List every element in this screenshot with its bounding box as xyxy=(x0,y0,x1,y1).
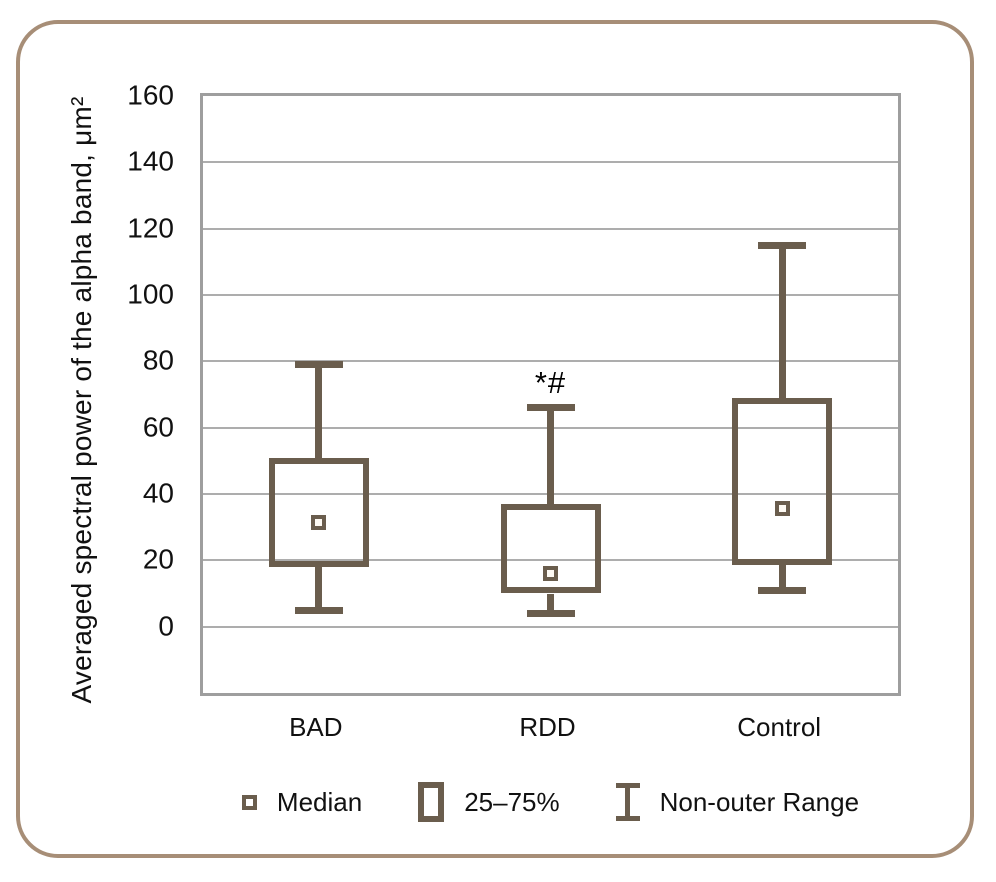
gridline xyxy=(203,161,898,164)
gridline xyxy=(203,625,898,628)
iqr-box-symbol xyxy=(418,782,445,822)
legend: Median 25–75% Non-outer Range xyxy=(150,777,951,827)
whisker-upper-line xyxy=(547,407,554,504)
box-iqr xyxy=(268,457,369,567)
y-tick-label: 20 xyxy=(142,543,174,575)
y-tick-label: 160 xyxy=(127,79,174,111)
whisker-bottom-cap-icon xyxy=(615,816,640,821)
x-axis-labels: BAD RDD Control xyxy=(200,712,901,748)
x-category-label: Control xyxy=(737,712,822,742)
gridline xyxy=(203,559,898,562)
y-tick-label: 140 xyxy=(127,145,174,177)
y-tick-label: 120 xyxy=(127,212,174,244)
y-tick-label: 100 xyxy=(127,278,174,310)
legend-label-median: Median xyxy=(276,786,363,817)
legend-label-range: Non-outer Range xyxy=(659,786,860,817)
gridline xyxy=(203,227,898,230)
whisker-lower-line xyxy=(547,593,554,614)
legend-item-iqr: 25–75% xyxy=(418,782,560,822)
whisker-lower-line xyxy=(315,566,323,611)
whisker-upper-cap xyxy=(294,361,343,369)
y-tick-label: 80 xyxy=(142,344,174,376)
y-axis-tick-labels: 0 20 40 60 80 100 120 140 160 xyxy=(0,81,186,696)
median-square-symbol xyxy=(241,794,257,810)
y-tick-label: 60 xyxy=(142,411,174,443)
median-marker xyxy=(543,566,558,582)
whisker-upper-cap xyxy=(526,404,575,412)
gridline xyxy=(203,294,898,296)
y-tick-label: 0 xyxy=(158,610,174,642)
whisker-top-cap-icon xyxy=(615,783,640,788)
median-marker xyxy=(311,514,327,530)
whisker-lower-cap xyxy=(294,606,343,614)
legend-label-iqr: 25–75% xyxy=(464,786,560,817)
plot-area: *# xyxy=(200,93,901,696)
median-marker xyxy=(774,501,790,517)
whisker-lower-cap xyxy=(526,609,575,617)
box-iqr xyxy=(732,397,833,566)
whisker-lower-cap xyxy=(758,586,807,594)
whisker-line-icon xyxy=(625,788,631,816)
significance-annotation: *# xyxy=(534,364,567,400)
figure-border-frame xyxy=(16,20,974,858)
x-category-label: BAD xyxy=(289,712,343,742)
whisker-upper-cap xyxy=(758,241,807,249)
whisker-range-symbol xyxy=(615,783,640,821)
whisker-upper-line xyxy=(315,364,323,458)
whisker-upper-line xyxy=(778,245,786,398)
box-iqr xyxy=(500,503,601,594)
legend-item-median: Median xyxy=(241,786,363,818)
whisker-lower-line xyxy=(778,565,786,591)
legend-item-range: Non-outer Range xyxy=(615,783,860,821)
gridline xyxy=(203,360,898,363)
x-category-label: RDD xyxy=(519,712,576,742)
y-tick-label: 40 xyxy=(142,477,174,509)
